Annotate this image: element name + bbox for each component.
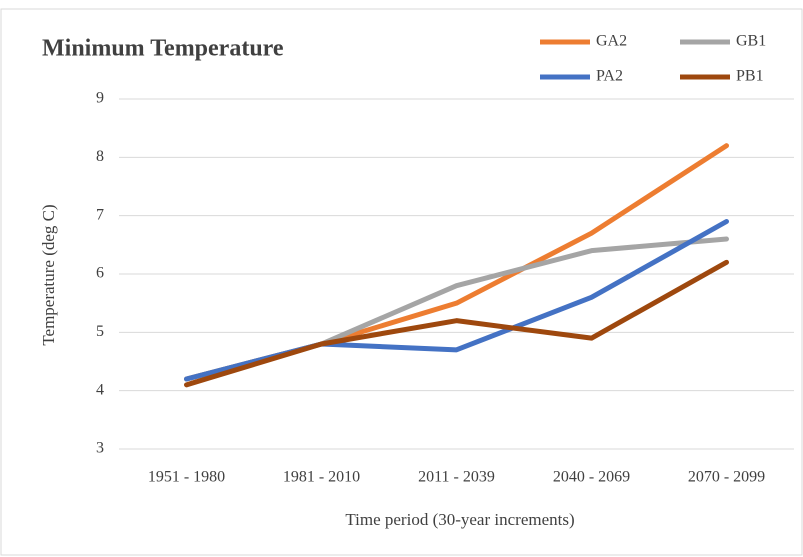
x-tick-label: 2040 - 2069 xyxy=(553,469,630,486)
legend-label: PB1 xyxy=(736,68,764,85)
x-tick-label: 1951 - 1980 xyxy=(148,469,225,486)
y-tick-label: 8 xyxy=(96,148,104,165)
x-tick-label: 1981 - 2010 xyxy=(283,469,360,486)
legend-label: GB1 xyxy=(736,33,766,50)
chart-border xyxy=(0,8,803,556)
y-tick-label: 4 xyxy=(96,381,104,398)
y-tick-label: 5 xyxy=(96,323,104,340)
y-tick-label: 6 xyxy=(96,265,104,282)
x-tick-label: 2011 - 2039 xyxy=(418,469,495,486)
y-tick-label: 7 xyxy=(96,206,104,223)
y-tick-label: 3 xyxy=(96,440,104,457)
chart-title: Minimum Temperature xyxy=(42,36,284,62)
x-tick-label: 2070 - 2099 xyxy=(688,469,765,486)
x-axis-label: Time period (30-year increments) xyxy=(345,510,574,529)
legend-label: PA2 xyxy=(596,68,623,85)
y-axis-label: Temperature (deg C) xyxy=(39,204,58,345)
series-line xyxy=(184,259,729,388)
y-tick-label: 9 xyxy=(96,90,104,107)
legend-label: GA2 xyxy=(596,33,627,50)
